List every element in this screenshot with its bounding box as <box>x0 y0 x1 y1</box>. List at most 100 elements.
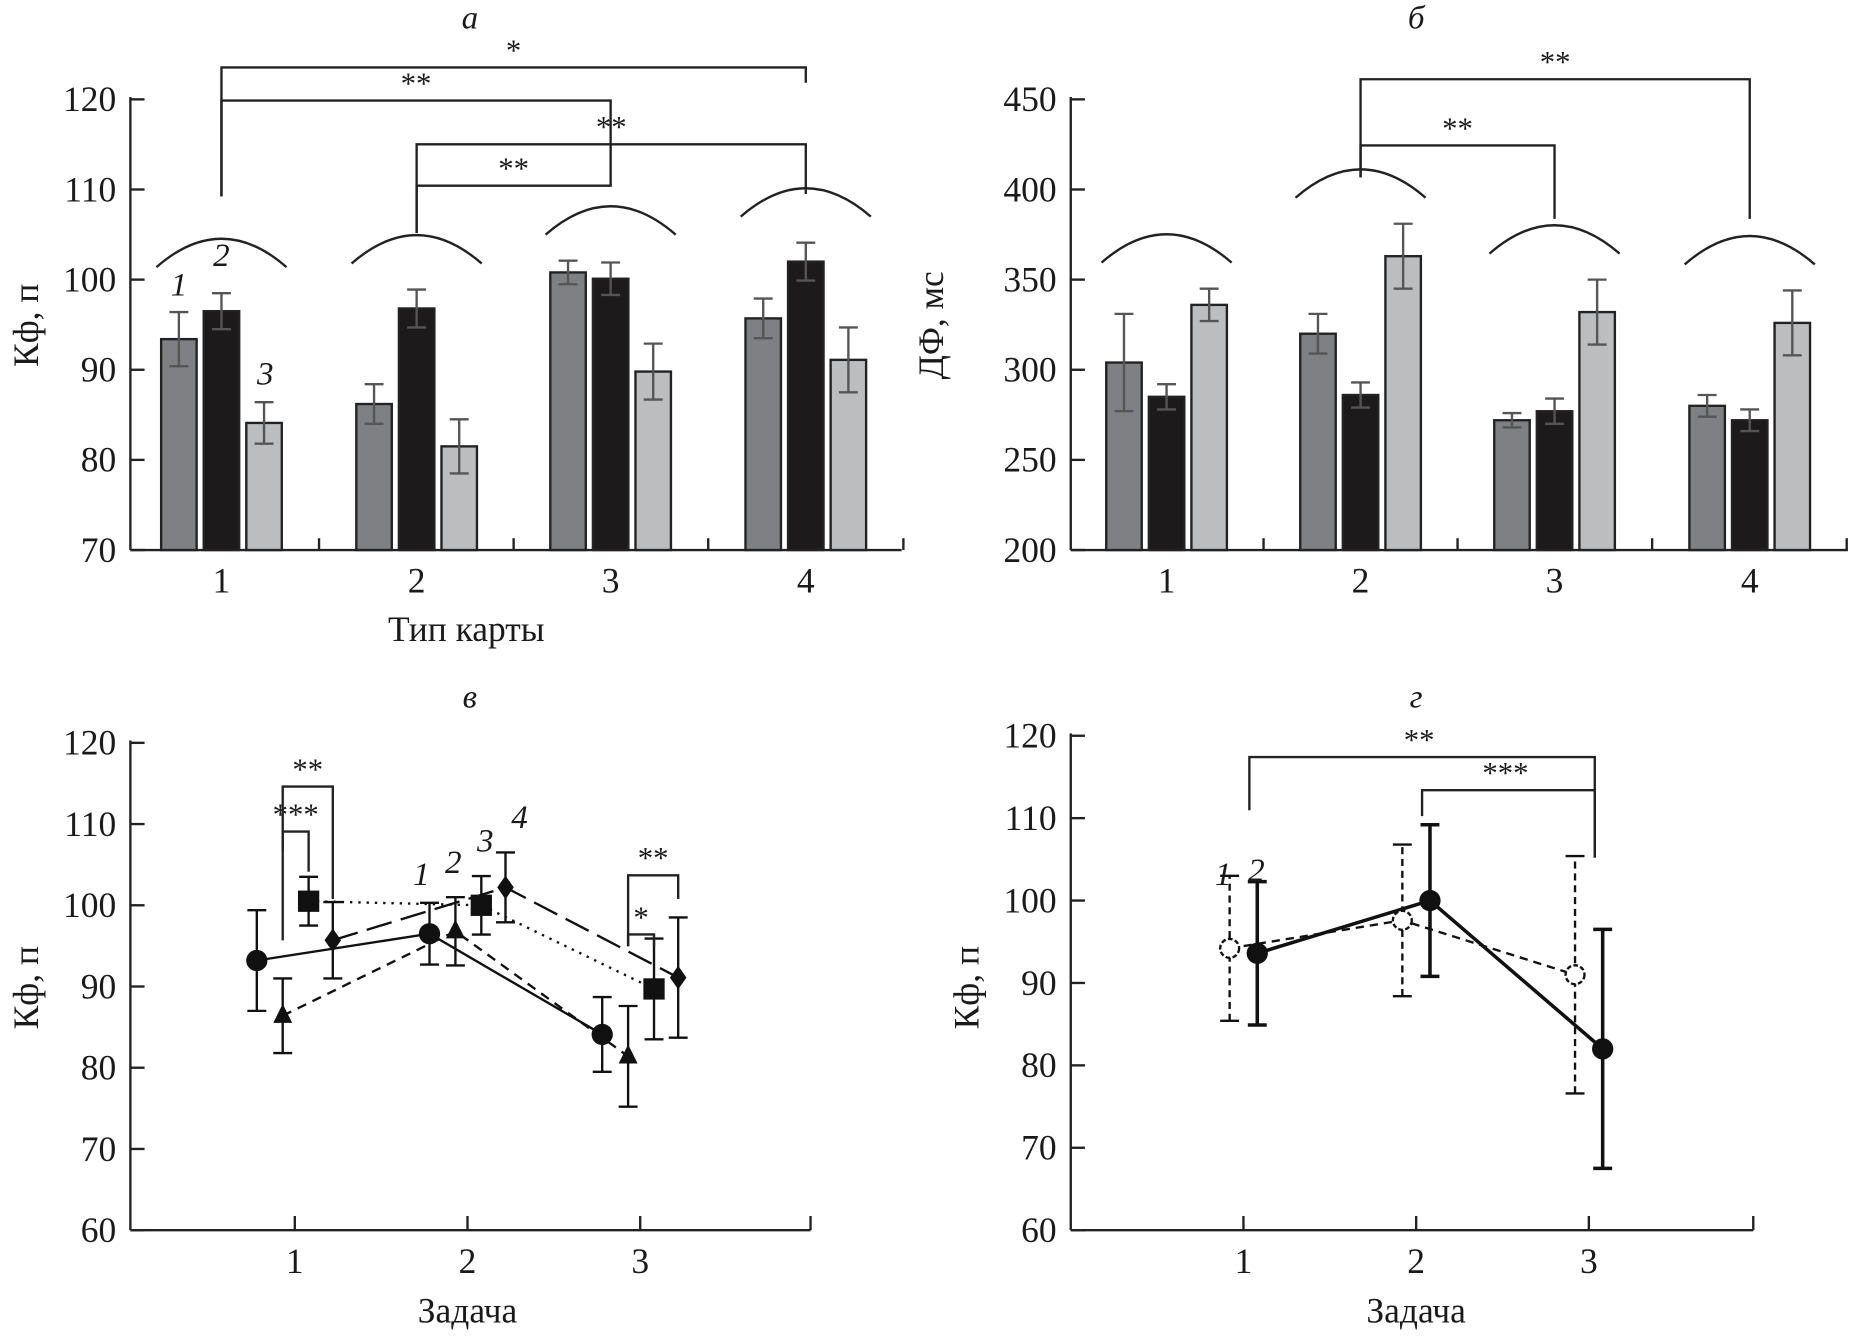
y-tick-label: 80 <box>1021 1045 1056 1085</box>
y-tick-label: 80 <box>81 1048 116 1088</box>
x-tick-label: 1 <box>1158 561 1176 601</box>
bar <box>1493 419 1531 552</box>
circle-marker <box>1419 889 1441 912</box>
x-tick-label: 3 <box>631 1241 649 1281</box>
significance-bracket <box>415 120 612 234</box>
significance-label: ** <box>638 841 669 875</box>
bar <box>549 271 587 552</box>
significance-label: * <box>633 900 648 934</box>
group-arc <box>350 234 483 265</box>
circle-marker <box>591 1023 613 1046</box>
y-axis-label: ДФ, мс <box>911 271 951 379</box>
significance-bracket <box>281 830 310 941</box>
significance-label: ** <box>401 66 432 100</box>
significance-label: *** <box>273 797 319 831</box>
y-tick-label: 100 <box>63 259 116 299</box>
y-tick-label: 110 <box>1005 798 1057 838</box>
series-label: 1 <box>413 856 430 893</box>
y-tick-label: 90 <box>81 350 116 390</box>
bar <box>1535 410 1574 552</box>
x-tick-label: 2 <box>459 1241 477 1281</box>
square-marker <box>643 978 665 1000</box>
bar <box>744 317 783 552</box>
open-circle-marker <box>1564 964 1586 986</box>
x-tick-label: 4 <box>1741 561 1759 601</box>
y-tick-label: 100 <box>63 885 116 925</box>
significance-label: ** <box>1540 45 1571 79</box>
y-tick-label: 70 <box>81 1129 116 1169</box>
significance-bracket <box>281 785 334 899</box>
x-tick-label: 3 <box>1546 561 1564 601</box>
significance-label: *** <box>1482 756 1528 790</box>
x-axis-label: Задача <box>1366 1290 1466 1330</box>
bar <box>786 260 825 552</box>
x-tick-label: 3 <box>602 561 620 601</box>
y-tick-label: 110 <box>64 804 116 844</box>
bar <box>1147 395 1186 552</box>
significance-bracket <box>1359 78 1751 219</box>
significance-label: ** <box>498 152 529 186</box>
panel-2: б 200 250 300 350 400 450 1 2 3 4 ДФ, мс ** ** <box>911 0 1848 601</box>
y-tick-label: 100 <box>1003 880 1056 920</box>
group-arc <box>155 237 288 269</box>
open-circle-marker <box>1218 937 1241 959</box>
panel-title: а <box>462 0 479 36</box>
square-marker <box>470 894 492 916</box>
significance-label: ** <box>1442 111 1473 145</box>
significance-label: ** <box>1404 723 1435 757</box>
x-axis-label: Тип карты <box>388 609 545 649</box>
significance-bracket <box>626 933 656 947</box>
y-tick-label: 90 <box>1021 963 1056 1003</box>
y-axis-label: Кф, п <box>6 946 46 1029</box>
y-tick-label: 110 <box>64 169 116 209</box>
bar <box>159 337 198 552</box>
circle-marker <box>1592 1038 1614 1060</box>
bar <box>1578 310 1617 552</box>
bar <box>1730 419 1769 552</box>
y-tick-label: 300 <box>1003 350 1056 390</box>
significance-bracket <box>1359 144 1556 219</box>
panel-title: в <box>463 678 477 715</box>
bar <box>397 307 436 552</box>
group-arc <box>1100 233 1233 264</box>
y-tick-label: 400 <box>1003 169 1056 209</box>
x-tick-label: 1 <box>1235 1241 1253 1281</box>
bar <box>1384 255 1423 552</box>
y-axis-label: Кф, п <box>946 946 986 1029</box>
series-label: 3 <box>256 355 274 392</box>
y-tick-label: 250 <box>1003 440 1056 480</box>
y-tick-label: 90 <box>81 966 116 1006</box>
open-circle-marker <box>1391 909 1413 931</box>
y-tick-label: 200 <box>1003 530 1056 570</box>
diamond-marker <box>669 965 687 990</box>
significance-label: * <box>506 33 521 67</box>
y-tick-label: 70 <box>1021 1128 1056 1168</box>
series-label: 2 <box>1248 852 1265 889</box>
y-tick-label: 120 <box>63 79 116 119</box>
square-marker <box>297 890 320 912</box>
group-arc <box>1488 224 1621 255</box>
circle-marker <box>246 949 268 972</box>
panel-title: г <box>1410 678 1423 715</box>
y-tick-label: 120 <box>63 723 116 763</box>
series-label: 2 <box>445 844 462 881</box>
bar <box>1688 404 1727 552</box>
triangle-marker <box>445 919 465 939</box>
y-tick-label: 60 <box>1021 1210 1056 1250</box>
y-tick-label: 450 <box>1003 79 1056 119</box>
x-tick-label: 2 <box>1407 1241 1425 1281</box>
bar <box>355 402 393 552</box>
y-tick-label: 70 <box>81 530 116 570</box>
series-label: 4 <box>511 799 528 836</box>
diamond-marker <box>324 928 342 953</box>
series-label: 2 <box>213 237 230 274</box>
series-label: 1 <box>171 267 188 304</box>
y-tick-label: 350 <box>1003 259 1056 299</box>
significance-bracket <box>220 99 612 197</box>
group-arc <box>1683 235 1816 266</box>
bar <box>1341 393 1380 552</box>
series-label: 3 <box>476 823 494 860</box>
